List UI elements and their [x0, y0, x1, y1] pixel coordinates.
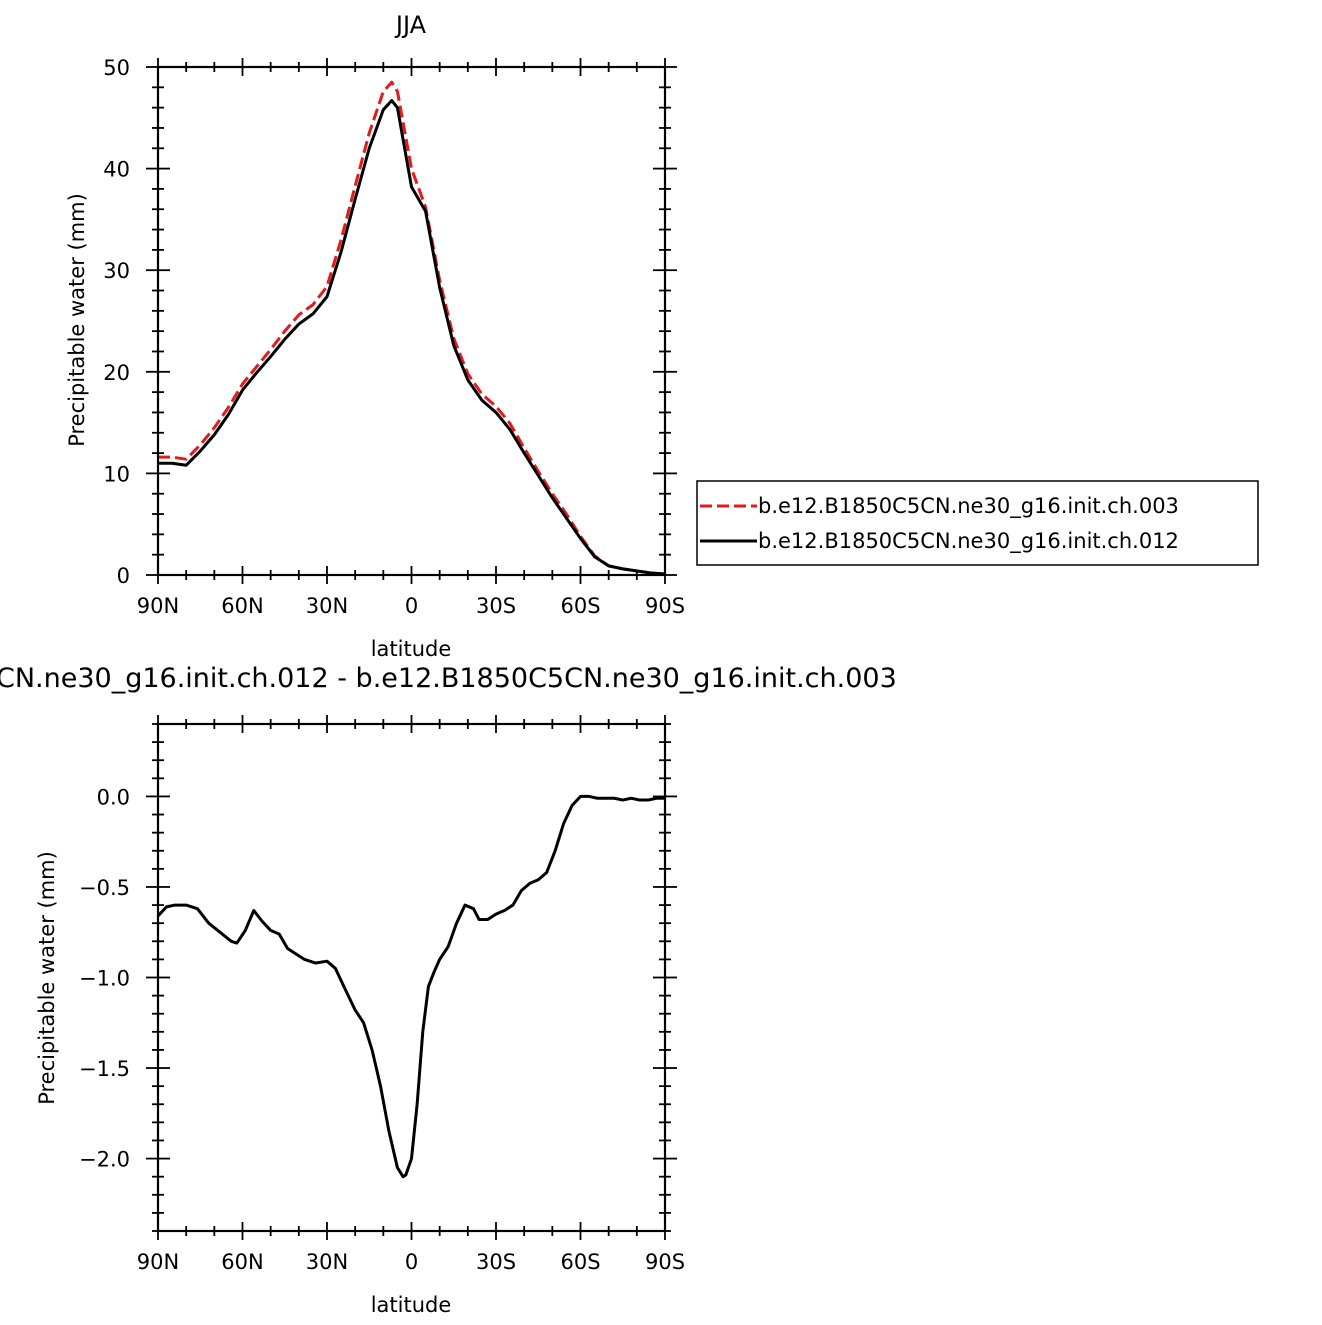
top-y-tick-label: 10	[103, 462, 130, 486]
bottom-chart-title: CN.ne30_g16.init.ch.012 - b.e12.B1850C5C…	[0, 663, 897, 694]
bottom-y-tick-label: −2.0	[79, 1148, 130, 1172]
top-x-tick-label: 60N	[221, 594, 263, 618]
top-y-tick-label: 20	[103, 361, 130, 385]
bottom-x-tick-label: 90S	[645, 1250, 685, 1274]
bottom-series-0-line	[158, 794, 665, 1179]
top-x-tick-label: 30N	[306, 594, 348, 618]
top-x-tick-label: 90N	[137, 594, 179, 618]
top-chart: JJA 90N 60N 30N 0 30S 60S 90S 0 10 20 30 40 50 latit…	[65, 11, 685, 661]
bottom-x-tick-label: 60S	[560, 1250, 600, 1274]
bottom-y-tick-label: 0.0	[97, 785, 130, 809]
top-chart-title: JJA	[394, 11, 427, 39]
bottom-chart: CN.ne30_g16.init.ch.012 - b.e12.B1850C5C…	[0, 663, 897, 1317]
top-x-tick-label: 90S	[645, 594, 685, 618]
bottom-y-tick-label: −0.5	[79, 876, 130, 900]
top-y-tick-label: 50	[103, 56, 130, 80]
top-x-axis-label: latitude	[371, 637, 452, 661]
top-series-0-line	[158, 80, 665, 575]
bottom-x-tick-label: 30N	[306, 1250, 348, 1274]
top-x-tick-label: 60S	[560, 594, 600, 618]
top-plot-frame	[156, 65, 667, 577]
top-series-1-line	[158, 99, 665, 575]
top-y-tick-label: 0	[117, 564, 130, 588]
top-x-tick-label: 30S	[476, 594, 516, 618]
bottom-y-axis-label: Precipitable water (mm)	[35, 851, 59, 1105]
bottom-x-tick-label: 30S	[476, 1250, 516, 1274]
bottom-x-tick-label: 60N	[221, 1250, 263, 1274]
top-plot-area: 90N 60N 30N 0 30S 60S 90S 0 10 20 30 40 50	[103, 56, 685, 618]
bottom-y-tick-label: −1.5	[79, 1057, 130, 1081]
legend-label-012: b.e12.B1850C5CN.ne30_g16.init.ch.012	[758, 529, 1179, 554]
top-x-tick-label: 0	[405, 594, 418, 618]
legend-box	[696, 480, 1259, 566]
bottom-y-tick-label: −1.0	[79, 967, 130, 991]
top-y-axis-label: Precipitable water (mm)	[65, 193, 89, 447]
top-y-tick-label: 40	[103, 158, 130, 182]
top-y-tick-label: 30	[103, 259, 130, 283]
top-legend: b.e12.B1850C5CN.ne30_g16.init.ch.003 b.e…	[696, 480, 1259, 566]
bottom-x-tick-label: 0	[405, 1250, 418, 1274]
bottom-x-tick-label: 90N	[137, 1250, 179, 1274]
bottom-plot-area: 90N 60N 30N 0 30S 60S 90S 0.0 −0.5 −1.0 −1.5 −2.0	[79, 715, 685, 1274]
legend-label-003: b.e12.B1850C5CN.ne30_g16.init.ch.003	[758, 494, 1179, 519]
bottom-x-axis-label: latitude	[371, 1293, 452, 1317]
